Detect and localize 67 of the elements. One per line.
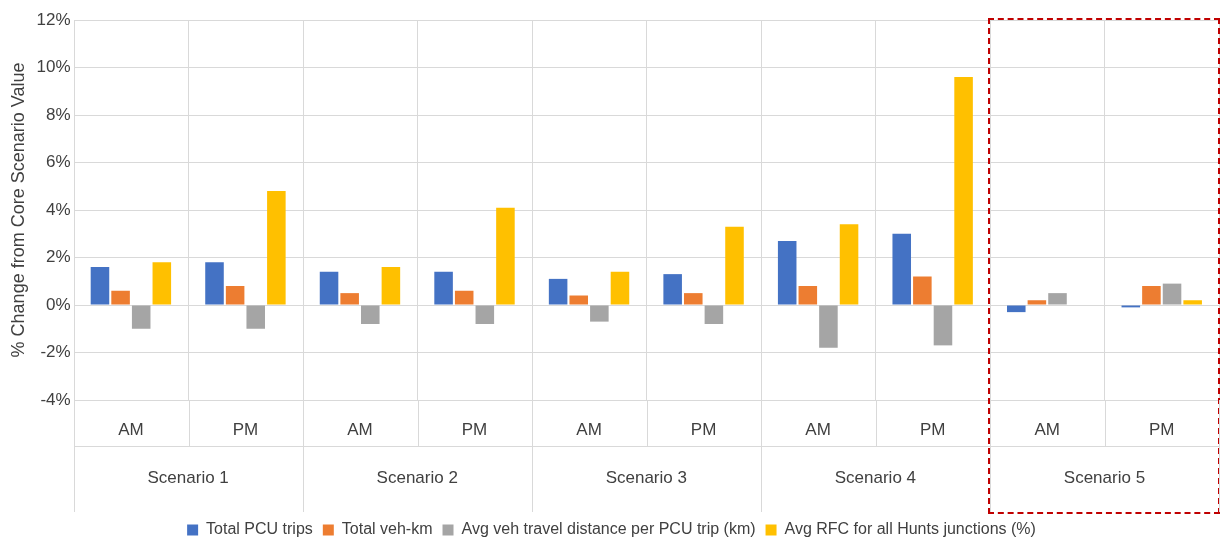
bar	[1027, 300, 1047, 305]
bar	[454, 290, 474, 305]
bar	[663, 274, 682, 305]
bar	[1142, 286, 1161, 305]
bar	[610, 271, 630, 305]
bar	[111, 290, 130, 305]
bar	[205, 262, 224, 305]
x-tick-label: AM	[805, 419, 831, 439]
y-tick-label: 8%	[46, 104, 71, 124]
y-tick-label: 12%	[36, 9, 71, 29]
bar	[569, 295, 589, 305]
text: Scenario 5	[1063, 467, 1146, 487]
bar	[1183, 300, 1202, 305]
bar	[913, 276, 932, 305]
bar	[1048, 293, 1067, 305]
bar	[892, 233, 912, 305]
y-axis-title: % Change from Core Scenario Value	[7, 62, 28, 358]
bar	[361, 305, 380, 324]
bar	[267, 191, 286, 305]
bar	[475, 305, 495, 324]
bar	[684, 293, 703, 305]
bar	[340, 293, 359, 305]
y-tick-label: -4%	[40, 389, 71, 409]
bar	[225, 286, 245, 305]
bar	[90, 267, 110, 305]
text: Scenario 4	[834, 467, 917, 487]
bar	[434, 271, 453, 305]
text: Scenario 2	[376, 467, 458, 487]
bar	[954, 77, 973, 305]
x-tick-label: PM	[690, 419, 717, 439]
x-tick-label: AM	[347, 419, 373, 439]
y-tick-label: 6%	[46, 152, 71, 172]
bar	[819, 305, 838, 348]
bar	[704, 305, 724, 324]
bar	[798, 286, 818, 305]
y-tick-label: 10%	[36, 57, 71, 77]
bar	[777, 240, 797, 305]
bar	[152, 262, 172, 305]
bar	[496, 207, 515, 305]
legend-label: Total veh-km	[341, 520, 433, 538]
y-tick-label: 2%	[46, 247, 71, 267]
x-tick-label: AM	[576, 419, 602, 439]
bar	[933, 305, 953, 346]
text: Scenario 3	[605, 467, 687, 487]
x-tick-label: AM	[118, 419, 144, 439]
bar	[548, 278, 568, 305]
text: Scenario 1	[147, 467, 229, 487]
y-tick-label: -2%	[40, 342, 71, 362]
bar	[839, 224, 859, 305]
x-tick-label: PM	[919, 419, 946, 439]
bar	[381, 267, 401, 305]
bar	[1162, 283, 1182, 305]
y-tick-label: 0%	[46, 294, 71, 314]
bar	[319, 271, 339, 305]
y-tick-label: 4%	[46, 199, 71, 219]
legend-label: Total PCU trips	[206, 520, 313, 538]
x-tick-label: PM	[232, 419, 259, 439]
bar	[131, 305, 151, 329]
bar	[246, 305, 266, 329]
x-tick-label: PM	[461, 419, 488, 439]
bar	[725, 226, 744, 305]
bar	[590, 305, 609, 322]
x-tick-label: AM	[1034, 419, 1060, 439]
legend-label: Avg RFC for all Hunts junctions (%)	[784, 520, 1036, 538]
x-tick-label: PM	[1148, 419, 1175, 439]
legend-label: Avg veh travel distance per PCU trip (km)	[461, 520, 756, 538]
bar	[1006, 305, 1026, 313]
